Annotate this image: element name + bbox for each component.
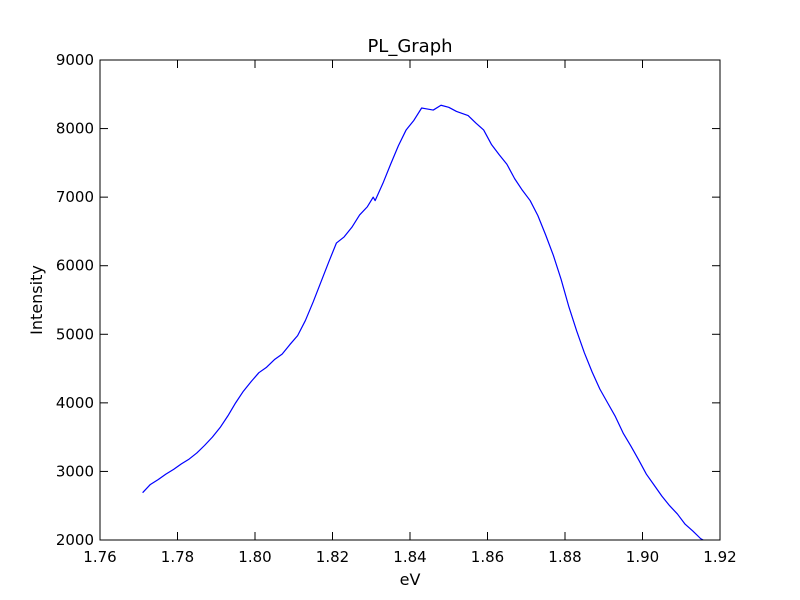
plot-area: [142, 104, 705, 540]
plot-frame: [99, 59, 721, 541]
y-tick-label: 5000: [56, 325, 94, 343]
x-axis: 1.76 1.78 1.80 1.82 1.84 1.86 1.88 1.90 1.92: [83, 60, 737, 566]
x-tick-label: 1.82: [316, 548, 349, 566]
chart-title: PL_Graph: [367, 36, 452, 57]
x-tick-label: 1.86: [471, 548, 504, 566]
y-tick-label: 7000: [56, 188, 94, 206]
y-tick-label: 3000: [56, 462, 94, 480]
x-tick-label: 1.84: [393, 548, 426, 566]
y-tick-label: 9000: [56, 51, 94, 69]
x-tick-label: 1.76: [83, 548, 116, 566]
y-tick-label: 8000: [56, 120, 94, 138]
x-tick-label: 1.92: [703, 548, 736, 566]
series-line: [142, 104, 705, 540]
x-tick-label: 1.78: [161, 548, 194, 566]
y-axis-label: Intensity: [27, 265, 46, 335]
x-axis-label: eV: [400, 570, 421, 589]
x-tick-label: 1.80: [238, 548, 271, 566]
y-tick-label: 2000: [56, 531, 94, 549]
x-tick-label: 1.90: [626, 548, 659, 566]
y-tick-label: 6000: [56, 257, 94, 275]
y-tick-label: 4000: [56, 394, 94, 412]
y-axis: 2000 3000 4000 5000 6000 7000 8000 9000: [56, 51, 720, 549]
x-tick-label: 1.88: [548, 548, 581, 566]
